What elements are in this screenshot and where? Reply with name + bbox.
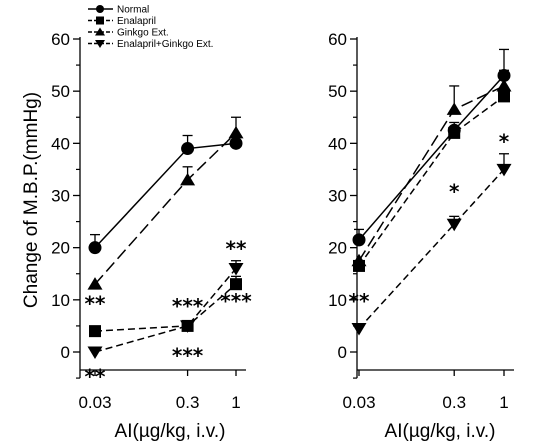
data-point-enalapril-ginkgo-ext: [228, 263, 244, 276]
data-point-enalapril: [498, 90, 510, 103]
legend-marker-normal: [96, 5, 104, 13]
data-point-ginkgo-ext: [180, 172, 196, 186]
series-line-enalapril-ginkgo-ext: [358, 168, 505, 330]
data-point-normal: [229, 136, 243, 150]
y-tick-label: 30: [51, 187, 70, 206]
x-axis-title: AI(µg/kg, i.v.): [115, 421, 226, 442]
data-point-ginkgo-ext: [228, 125, 244, 139]
y-tick-label: 60: [51, 30, 70, 49]
significance-marker: ***: [172, 294, 204, 318]
data-point-normal: [88, 241, 102, 255]
significance-marker: **: [349, 289, 370, 313]
series-enalapril-ginkgo-ext: [87, 260, 244, 359]
data-point-enalapril: [89, 325, 101, 338]
y-tick-label: 0: [61, 343, 70, 362]
y-tick-label: 40: [51, 134, 70, 153]
y-tick-label: 10: [51, 291, 70, 310]
data-point-enalapril-ginkgo-ext: [351, 323, 367, 336]
data-point-ginkgo-ext: [87, 277, 103, 290]
x-tick-label: 1: [231, 393, 240, 412]
y-tick-label: 40: [328, 134, 347, 153]
y-axis-title: Change of M.B.P.(mmHg): [21, 92, 42, 308]
series-enalapril: [353, 90, 510, 272]
series-line-enalapril-ginkgo-ext: [94, 268, 237, 353]
significance-marker: ***: [172, 344, 204, 368]
x-tick-label: 0.3: [176, 393, 200, 412]
legend-label-enalapril-ginkgo-ext: Enalapril+Ginkgo Ext.: [117, 39, 213, 50]
legend-label-enalapril: Enalapril: [117, 16, 156, 27]
data-point-ginkgo-ext: [351, 253, 367, 267]
data-point-enalapril-ginkgo-ext: [180, 320, 196, 333]
series-line-normal: [94, 142, 237, 249]
data-point-ginkgo-ext: [446, 102, 462, 115]
data-point-enalapril: [230, 278, 242, 291]
series-line-ginkgo-ext: [94, 132, 237, 285]
x-axis-title: AI(µg/kg, i.v.): [385, 421, 496, 442]
y-tick-label: 10: [328, 291, 347, 310]
series-enalapril: [89, 275, 242, 338]
y-tick-label: 30: [328, 187, 347, 206]
x-tick-label: 0.3: [442, 393, 466, 412]
data-point-enalapril: [448, 126, 461, 139]
series-line-normal: [358, 75, 505, 241]
data-point-enalapril-ginkgo-ext: [87, 346, 103, 359]
data-point-enalapril-ginkgo-ext: [446, 218, 462, 232]
significance-marker: **: [85, 364, 106, 388]
legend-label-normal: Normal: [117, 5, 149, 16]
y-tick-label: 60: [328, 30, 347, 49]
y-tick-label: 20: [328, 239, 347, 258]
series-enalapril-ginkgo-ext: [351, 153, 512, 336]
x-tick-label: 0.03: [342, 393, 375, 412]
data-point-enalapril-ginkgo-ext: [496, 163, 512, 177]
significance-marker: **: [226, 237, 247, 261]
significance-marker: **: [85, 291, 106, 315]
series-line-enalapril: [94, 283, 237, 332]
series-normal: [88, 134, 243, 255]
series-ginkgo-ext: [87, 116, 244, 290]
data-point-normal: [352, 233, 366, 247]
legend-label-ginkgo-ext: Ginkgo Ext.: [117, 28, 169, 39]
data-point-normal: [181, 142, 195, 156]
series-normal: [352, 48, 511, 247]
series-line-enalapril: [358, 95, 505, 267]
significance-marker: *: [449, 179, 460, 203]
y-tick-label: 20: [51, 239, 70, 258]
data-point-ginkgo-ext: [496, 78, 512, 92]
legend-marker-ginkgo-ext: [95, 27, 105, 36]
significance-marker: *: [499, 130, 510, 154]
x-tick-label: 1: [499, 393, 508, 412]
y-tick-label: 0: [338, 343, 347, 362]
y-tick-label: 50: [51, 82, 70, 101]
legend-marker-enalapril-ginkgo-ext: [95, 40, 105, 48]
x-tick-label: 0.03: [78, 393, 111, 412]
y-tick-label: 50: [328, 82, 347, 101]
significance-marker: ***: [220, 289, 252, 313]
series-ginkgo-ext: [351, 69, 512, 267]
legend-marker-enalapril: [96, 16, 104, 25]
